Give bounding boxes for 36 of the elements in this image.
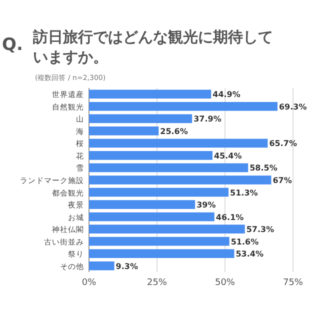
data-label: 45.4% <box>214 151 242 160</box>
x-tick-label: 75% <box>282 278 304 288</box>
data-label: 67% <box>272 176 292 185</box>
text: Q. <box>2 35 23 55</box>
data-label: 37.9% <box>194 114 222 124</box>
data-label: 58.5% <box>250 164 278 173</box>
bar <box>89 212 214 222</box>
bar <box>89 224 245 234</box>
data-label: 39% <box>196 200 216 210</box>
x-tick-label: 50% <box>214 278 236 288</box>
bar <box>89 200 196 209</box>
bar <box>89 114 192 124</box>
bar <box>89 163 248 172</box>
x-tick-label: 0% <box>82 278 97 288</box>
data-label: 69.3% <box>278 102 307 112</box>
data-label: 25.6% <box>160 126 188 136</box>
x-tick-label: 25% <box>146 278 168 288</box>
data-label: 46.1% <box>216 212 244 222</box>
data-label: 51.6% <box>230 237 259 246</box>
bar <box>89 102 278 111</box>
data-label: 9.3% <box>116 262 138 271</box>
data-label: 53.4% <box>236 250 264 259</box>
chart-title: 訪日旅行ではどんな観光に期待していますか。 <box>32 28 273 66</box>
bar <box>89 261 114 270</box>
data-label: 44.9% <box>212 90 240 100</box>
bar <box>89 236 230 246</box>
data-label: 65.7% <box>269 139 297 148</box>
data-label: 51.3% <box>230 188 258 198</box>
bar <box>89 188 229 197</box>
bar <box>89 176 272 184</box>
bar <box>89 151 212 160</box>
bar <box>89 90 212 99</box>
bar <box>89 249 234 258</box>
bar <box>89 126 159 136</box>
bar <box>89 138 268 148</box>
data-label: 57.3% <box>246 225 274 234</box>
